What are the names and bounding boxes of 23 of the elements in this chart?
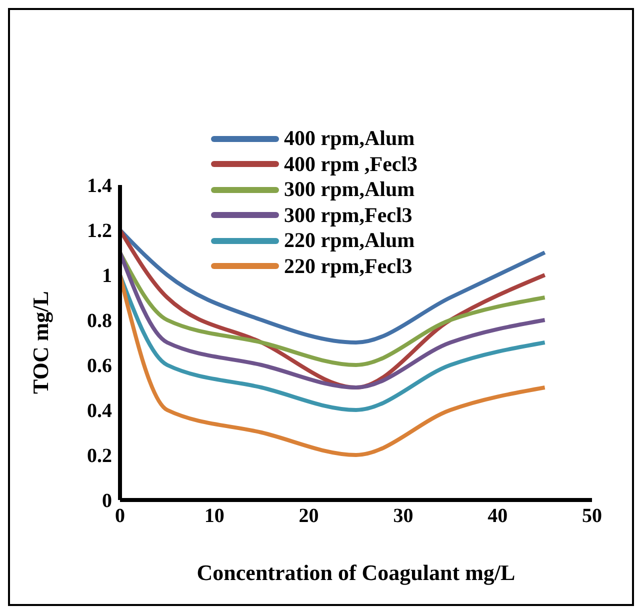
line-series [120, 250, 547, 367]
x-axis-title: Concentration of Coagulant mg/L [196, 560, 516, 585]
legend-label: 220 rpm,Fecl3 [284, 254, 412, 279]
y-tick-label: 0.8 [87, 310, 112, 332]
legend-label: 400 rpm,Alum [284, 126, 415, 152]
y-tick-label: 1.2 [87, 220, 112, 242]
x-tick-label: 10 [204, 505, 224, 528]
y-tick-label: 1.4 [87, 175, 112, 198]
x-tick-label: 20 [298, 505, 319, 528]
legend-label: 300 rpm,Fecl3 [284, 202, 412, 228]
legend-label: 300 rpm,Alum [284, 177, 415, 202]
x-tick-label: 30 [393, 505, 414, 528]
legend-label: 400 rpm ,Fecl3 [284, 152, 418, 177]
line-series [120, 228, 547, 344]
x-tick-label: 50 [582, 505, 602, 528]
y-axis-title: TOC mg/L [28, 291, 53, 394]
y-tick-label: 1 [102, 265, 112, 288]
y-tick-label: 0.2 [87, 445, 112, 468]
y-tick-label: 0.6 [87, 355, 112, 378]
x-tick-label: 40 [488, 505, 508, 528]
y-tick-label: 0 [102, 490, 112, 512]
y-tick-label: 0.4 [87, 400, 112, 422]
legend-label: 220 rpm,Alum [284, 228, 415, 254]
